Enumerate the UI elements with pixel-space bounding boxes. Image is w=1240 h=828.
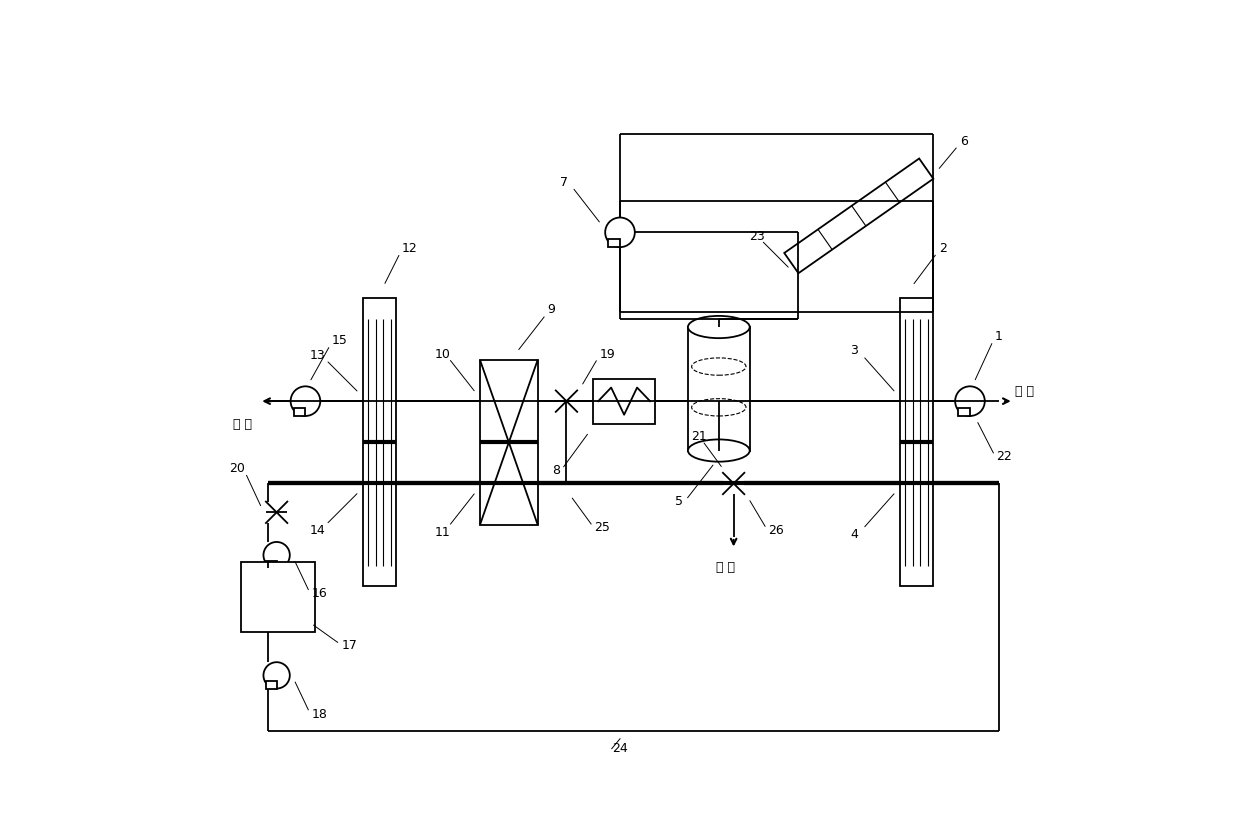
Text: 23: 23 (749, 229, 765, 243)
Text: 进 气: 进 气 (1016, 384, 1034, 397)
Bar (959, 408, 970, 416)
Polygon shape (784, 159, 934, 274)
Text: 6: 6 (960, 135, 967, 148)
Text: 放 空: 放 空 (233, 418, 253, 431)
Bar (900, 299, 932, 587)
Text: 10: 10 (435, 347, 450, 360)
Text: 21: 21 (691, 430, 707, 442)
Bar (267, 561, 277, 569)
Bar (608, 240, 620, 248)
Text: 17: 17 (342, 638, 357, 652)
Bar (480, 360, 538, 525)
Text: 11: 11 (435, 525, 450, 538)
Text: 5: 5 (675, 494, 683, 508)
Text: 1: 1 (994, 330, 1003, 342)
Circle shape (955, 387, 985, 416)
Text: 24: 24 (613, 741, 627, 754)
Text: 18: 18 (311, 706, 327, 720)
Text: 14: 14 (310, 523, 325, 537)
Bar (267, 681, 277, 689)
Text: 2: 2 (939, 242, 946, 255)
Circle shape (605, 219, 635, 248)
Text: 26: 26 (769, 523, 784, 537)
Text: 13: 13 (310, 348, 325, 361)
Bar (593, 379, 655, 424)
Text: 20: 20 (229, 461, 244, 474)
Bar (242, 562, 315, 632)
Circle shape (290, 387, 320, 416)
Ellipse shape (688, 316, 750, 339)
Text: 7: 7 (560, 176, 568, 188)
Bar (363, 299, 396, 587)
Circle shape (263, 662, 290, 689)
Text: 8: 8 (552, 464, 560, 477)
Text: 22: 22 (996, 450, 1012, 462)
Ellipse shape (688, 440, 750, 462)
Text: 16: 16 (311, 586, 327, 599)
Bar (688, 328, 750, 451)
Bar (294, 408, 305, 416)
Circle shape (263, 542, 290, 569)
Text: 19: 19 (599, 347, 615, 360)
Text: 15: 15 (332, 334, 347, 346)
Text: 3: 3 (851, 344, 858, 357)
Text: 12: 12 (402, 242, 418, 255)
Text: 放 空: 放 空 (715, 561, 735, 573)
Text: 9: 9 (548, 303, 556, 315)
Text: 4: 4 (851, 527, 858, 541)
Text: 25: 25 (594, 521, 610, 534)
